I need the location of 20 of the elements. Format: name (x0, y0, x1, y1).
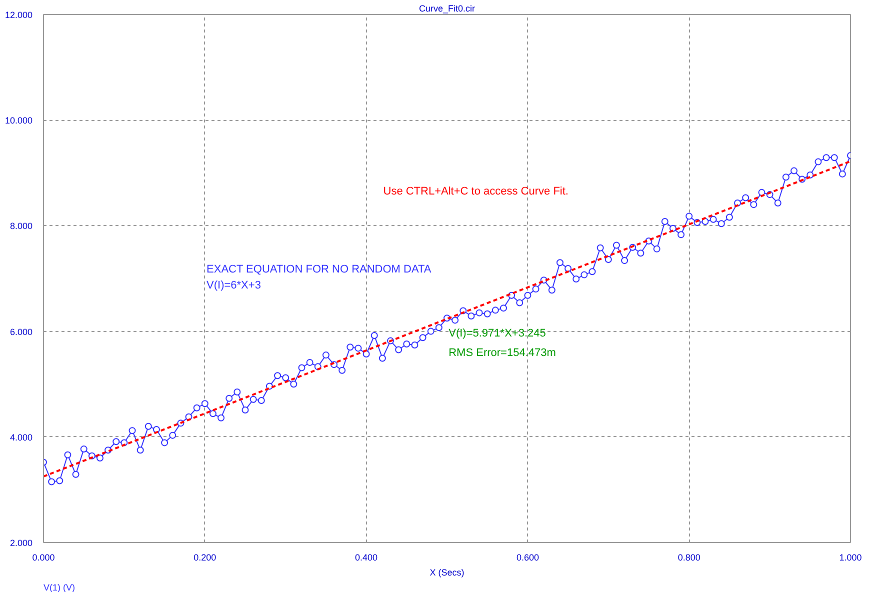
annotation: V(I)=6*X+3 (206, 279, 261, 292)
x-tick-label: 0.600 (516, 552, 539, 562)
text: V(1) (V) (44, 582, 76, 592)
y-tick-label: 12.000 (4, 10, 33, 20)
annotation: Use CTRL+Alt+C to access Curve Fit. (383, 185, 568, 198)
x-tick-label: 1.000 (839, 552, 862, 562)
annotation: V(I)=5.971*X+3.245 (448, 327, 546, 340)
x-axis-title: X (Secs) (430, 568, 464, 578)
annotation: RMS Error=154.473m (448, 346, 556, 359)
y-tick-label: 10.000 (4, 116, 33, 126)
y-tick-label: 6.000 (10, 326, 33, 337)
y-tick-label: 8.000 (10, 221, 33, 232)
chart-title: Curve_Fit0.cir (418, 4, 476, 14)
y-tick-label: 2.000 (10, 538, 33, 548)
y-tick-label: 4.000 (10, 432, 33, 442)
annotation: EXACT EQUATION FOR NO RANDOM DATA (206, 264, 432, 276)
x-tick-label: 0.400 (355, 552, 378, 562)
x-tick-label: 0.200 (194, 552, 216, 562)
x-tick-label: 0.800 (678, 552, 700, 562)
x-tick-label: 0.000 (32, 552, 55, 562)
